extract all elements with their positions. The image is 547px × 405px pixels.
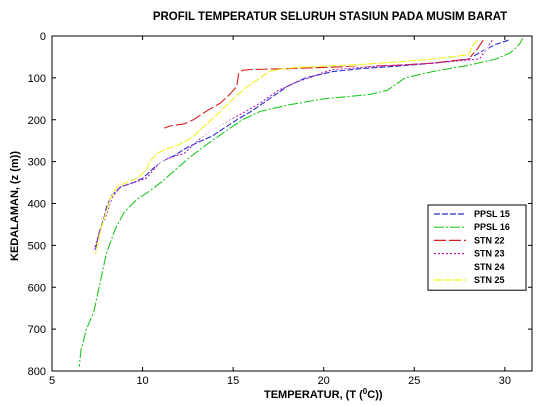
legend-label: PPSL 15 bbox=[474, 209, 510, 219]
y-axis-label: KEDALAMAN, (z (m)) bbox=[9, 151, 21, 261]
legend-label: STN 25 bbox=[474, 275, 505, 285]
y-tick-label: 800 bbox=[28, 366, 46, 378]
x-tick-label: 10 bbox=[136, 375, 148, 387]
y-tick-label: 300 bbox=[28, 157, 46, 169]
y-tick-label: 600 bbox=[28, 282, 46, 294]
y-tick-label: 500 bbox=[28, 240, 46, 252]
x-axis-label-sup: 0 bbox=[363, 387, 368, 396]
x-tick-label: 15 bbox=[227, 375, 239, 387]
legend-box bbox=[427, 204, 527, 291]
legend-label: STN 24 bbox=[474, 262, 505, 272]
x-tick-label: 25 bbox=[408, 375, 420, 387]
legend-label: PPSL 16 bbox=[474, 222, 510, 232]
plot-frame bbox=[51, 35, 533, 372]
y-tick-label: 700 bbox=[28, 324, 46, 336]
x-tick-label: 20 bbox=[318, 375, 330, 387]
y-tick-label: 100 bbox=[28, 73, 46, 85]
series-line-stn-22 bbox=[164, 39, 484, 129]
legend: PPSL 15 PPSL 16 STN 22 STN 23 STN 24 STN 25 bbox=[427, 204, 527, 291]
y-tick-label: 0 bbox=[40, 31, 46, 43]
series-line-stn-24 bbox=[96, 39, 498, 246]
x-axis-label: TEMPERATUR, (T (0C)) bbox=[264, 387, 383, 401]
x-axis-label-end: C)) bbox=[367, 389, 383, 401]
x-axis-label-main: TEMPERATUR, (T ( bbox=[264, 389, 363, 401]
legend-label: STN 22 bbox=[474, 235, 505, 245]
chart-title: PROFIL TEMPERATUR SELURUH STASIUN PADA M… bbox=[153, 11, 507, 23]
series-line-stn-25 bbox=[94, 39, 479, 254]
series-line-ppsl-16 bbox=[78, 37, 524, 367]
legend-label: STN 23 bbox=[474, 249, 505, 259]
y-tick-label: 200 bbox=[28, 115, 46, 127]
x-tick-label: 5 bbox=[49, 375, 55, 387]
y-tick-label: 400 bbox=[28, 199, 46, 211]
x-tick-label: 30 bbox=[499, 375, 511, 387]
series-line-ppsl-15 bbox=[94, 39, 509, 250]
